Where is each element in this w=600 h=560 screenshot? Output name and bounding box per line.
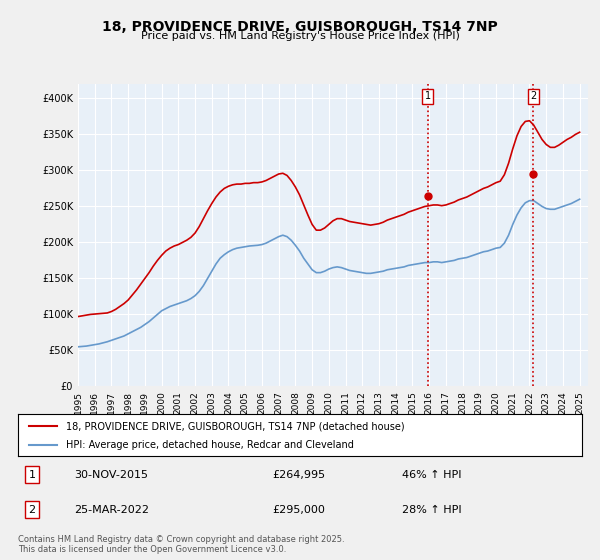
- Text: 2: 2: [530, 91, 536, 101]
- Text: 25-MAR-2022: 25-MAR-2022: [74, 505, 149, 515]
- Text: 18, PROVIDENCE DRIVE, GUISBOROUGH, TS14 7NP (detached house): 18, PROVIDENCE DRIVE, GUISBOROUGH, TS14 …: [66, 421, 404, 431]
- Text: £295,000: £295,000: [272, 505, 325, 515]
- Text: 2: 2: [29, 505, 35, 515]
- Text: 30-NOV-2015: 30-NOV-2015: [74, 470, 148, 479]
- Text: HPI: Average price, detached house, Redcar and Cleveland: HPI: Average price, detached house, Redc…: [66, 440, 354, 450]
- Text: 1: 1: [29, 470, 35, 479]
- Text: 46% ↑ HPI: 46% ↑ HPI: [401, 470, 461, 479]
- Text: 1: 1: [425, 91, 431, 101]
- Text: 28% ↑ HPI: 28% ↑ HPI: [401, 505, 461, 515]
- Text: £264,995: £264,995: [272, 470, 325, 479]
- Text: Contains HM Land Registry data © Crown copyright and database right 2025.
This d: Contains HM Land Registry data © Crown c…: [18, 535, 344, 554]
- Text: Price paid vs. HM Land Registry's House Price Index (HPI): Price paid vs. HM Land Registry's House …: [140, 31, 460, 41]
- Text: 18, PROVIDENCE DRIVE, GUISBOROUGH, TS14 7NP: 18, PROVIDENCE DRIVE, GUISBOROUGH, TS14 …: [102, 20, 498, 34]
